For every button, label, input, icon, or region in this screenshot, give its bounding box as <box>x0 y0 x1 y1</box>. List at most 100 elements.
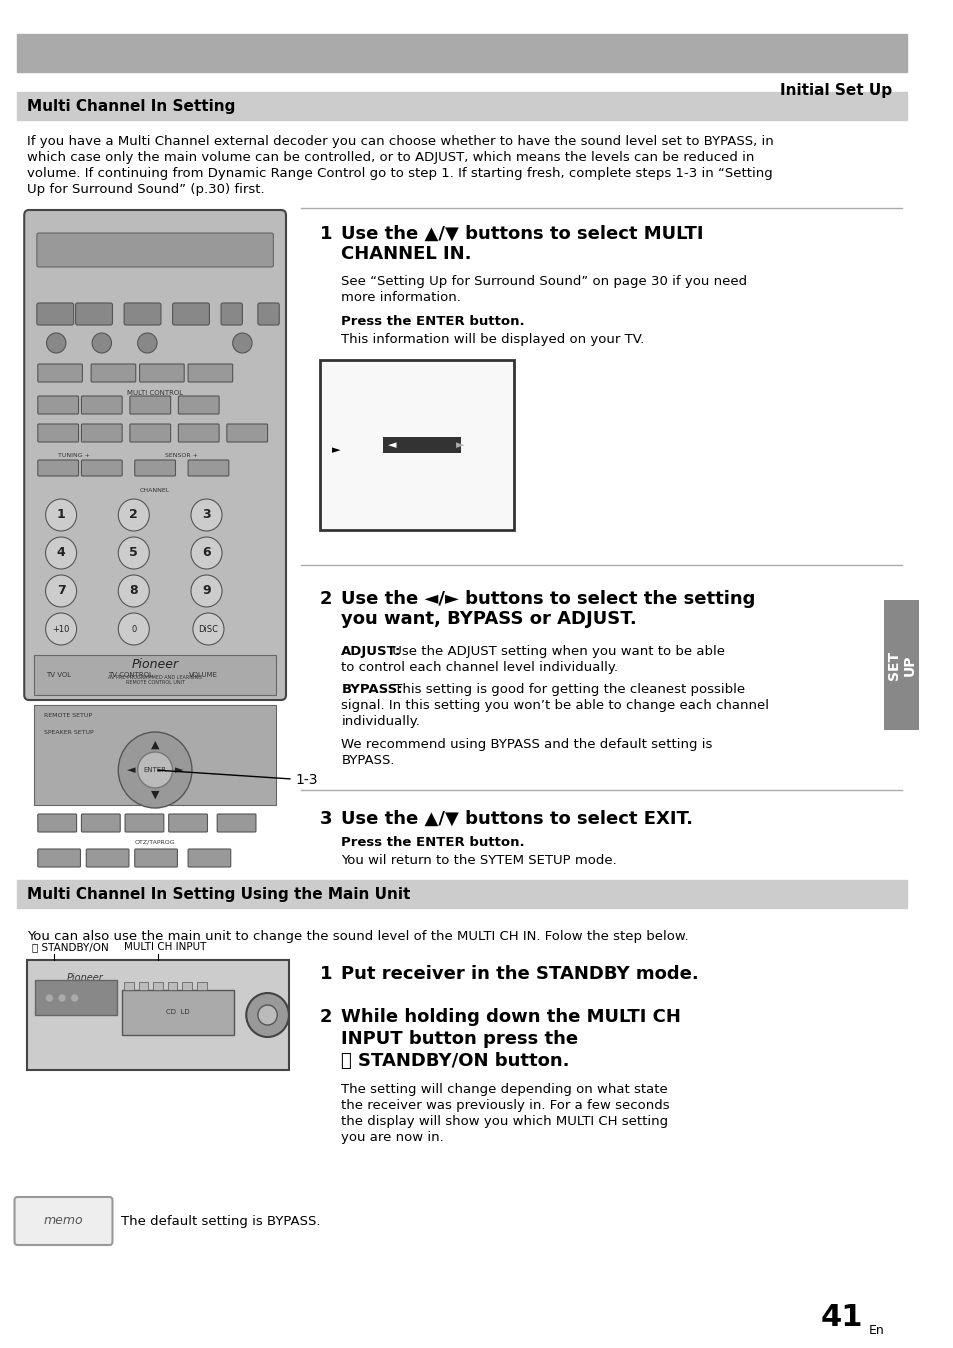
FancyBboxPatch shape <box>221 303 242 325</box>
Bar <box>17 880 906 909</box>
Bar <box>17 34 906 71</box>
Text: the display will show you which MULTI CH setting: the display will show you which MULTI CH… <box>341 1115 668 1128</box>
Bar <box>35 980 117 1015</box>
Text: Put receiver in the STANDBY mode.: Put receiver in the STANDBY mode. <box>341 965 699 983</box>
FancyBboxPatch shape <box>75 303 112 325</box>
Text: Multi Channel In Setting: Multi Channel In Setting <box>27 98 235 113</box>
Bar <box>883 600 918 731</box>
FancyBboxPatch shape <box>81 425 122 442</box>
Text: Pioneer: Pioneer <box>67 973 104 983</box>
Circle shape <box>46 576 76 607</box>
FancyBboxPatch shape <box>38 364 82 381</box>
FancyBboxPatch shape <box>125 814 164 832</box>
Text: 2: 2 <box>130 508 138 522</box>
Text: you want, BYPASS or ADJUST.: you want, BYPASS or ADJUST. <box>341 611 637 628</box>
Circle shape <box>137 752 172 789</box>
FancyBboxPatch shape <box>178 396 219 414</box>
Text: 6: 6 <box>202 546 211 559</box>
Bar <box>138 981 148 989</box>
Circle shape <box>193 613 224 644</box>
Text: TV VOL: TV VOL <box>46 673 71 678</box>
Bar <box>27 960 289 1070</box>
Text: ⓘ STANDBY/ON button.: ⓘ STANDBY/ON button. <box>341 1051 569 1070</box>
Text: Use the ADJUST setting when you want to be able: Use the ADJUST setting when you want to … <box>387 644 724 658</box>
Text: OTZ/TAPROG: OTZ/TAPROG <box>134 840 175 845</box>
Circle shape <box>46 537 76 569</box>
Text: Multi Channel In Setting Using the Main Unit: Multi Channel In Setting Using the Main … <box>27 887 410 902</box>
Circle shape <box>233 333 252 353</box>
Text: REMOTE SETUP: REMOTE SETUP <box>44 713 91 718</box>
Text: Press the ENTER button.: Press the ENTER button. <box>341 836 524 849</box>
Text: you are now in.: you are now in. <box>341 1131 443 1144</box>
Circle shape <box>257 1006 277 1024</box>
Text: 1: 1 <box>319 225 332 243</box>
Text: the receiver was previously in. For a few seconds: the receiver was previously in. For a fe… <box>341 1099 669 1112</box>
Text: Pioneer: Pioneer <box>132 659 178 671</box>
Text: VOLUME: VOLUME <box>189 673 218 678</box>
FancyBboxPatch shape <box>37 303 73 325</box>
Circle shape <box>191 537 222 569</box>
FancyBboxPatch shape <box>188 849 231 867</box>
Text: ▼: ▼ <box>151 790 159 799</box>
Text: individually.: individually. <box>341 714 419 728</box>
Text: BYPASS.: BYPASS. <box>341 754 395 767</box>
Text: Use the ▲/▼ buttons to select EXIT.: Use the ▲/▼ buttons to select EXIT. <box>341 810 693 828</box>
Text: SET
UP: SET UP <box>885 651 916 679</box>
Circle shape <box>246 993 289 1037</box>
Text: SPEAKER SETUP: SPEAKER SETUP <box>44 731 93 735</box>
Circle shape <box>47 995 52 1002</box>
Text: You wil return to the SYTEM SETUP mode.: You wil return to the SYTEM SETUP mode. <box>341 855 617 867</box>
Text: 1-3: 1-3 <box>158 770 318 787</box>
FancyBboxPatch shape <box>81 460 122 476</box>
Bar <box>319 360 514 530</box>
Text: 4: 4 <box>56 546 66 559</box>
Text: memo: memo <box>43 1215 83 1228</box>
FancyBboxPatch shape <box>38 849 80 867</box>
Text: TUNING +: TUNING + <box>58 453 90 458</box>
Text: En: En <box>867 1324 883 1336</box>
Bar <box>182 981 192 989</box>
Text: You can also use the main unit to change the sound level of the MULTI CH IN. Fol: You can also use the main unit to change… <box>27 930 688 944</box>
Text: volume. If continuing from Dynamic Range Control go to step 1. If starting fresh: volume. If continuing from Dynamic Range… <box>27 167 772 181</box>
Text: ◄: ◄ <box>127 766 135 775</box>
Text: ►: ► <box>332 445 339 456</box>
Text: 0: 0 <box>131 624 136 634</box>
Text: 1: 1 <box>319 965 332 983</box>
FancyBboxPatch shape <box>139 364 184 381</box>
Text: 3: 3 <box>319 810 332 828</box>
Text: ADJUST:: ADJUST: <box>341 644 401 658</box>
FancyBboxPatch shape <box>37 233 274 267</box>
Text: ►: ► <box>175 766 183 775</box>
FancyBboxPatch shape <box>130 396 171 414</box>
Text: 1: 1 <box>56 508 66 522</box>
Circle shape <box>71 995 77 1002</box>
Circle shape <box>191 499 222 531</box>
FancyBboxPatch shape <box>178 425 219 442</box>
Text: SENSOR +: SENSOR + <box>165 453 197 458</box>
Text: CHANNEL IN.: CHANNEL IN. <box>341 245 472 263</box>
Text: See “Setting Up for Surround Sound” on page 30 if you need: See “Setting Up for Surround Sound” on p… <box>341 275 746 288</box>
Text: more information.: more information. <box>341 291 460 305</box>
FancyBboxPatch shape <box>81 814 120 832</box>
FancyBboxPatch shape <box>38 460 78 476</box>
Text: We recommend using BYPASS and the default setting is: We recommend using BYPASS and the defaul… <box>341 737 712 751</box>
Text: signal. In this setting you won’t be able to change each channel: signal. In this setting you won’t be abl… <box>341 700 768 712</box>
Text: ⓘ STANDBY/ON: ⓘ STANDBY/ON <box>32 942 109 952</box>
Text: BYPASS:: BYPASS: <box>341 683 402 696</box>
Text: Press the ENTER button.: Press the ENTER button. <box>341 315 524 328</box>
Text: ◄: ◄ <box>387 439 395 450</box>
Text: to control each channel level individually.: to control each channel level individual… <box>341 661 618 674</box>
FancyBboxPatch shape <box>188 364 233 381</box>
Text: ►: ► <box>456 439 464 450</box>
Circle shape <box>137 333 157 353</box>
Text: INPUT button press the: INPUT button press the <box>341 1030 578 1047</box>
Text: Use the ▲/▼ buttons to select MULTI: Use the ▲/▼ buttons to select MULTI <box>341 225 703 243</box>
Text: AV PRE-PROGRAMMED AND LEARNING
REMOTE CONTROL UNIT: AV PRE-PROGRAMMED AND LEARNING REMOTE CO… <box>108 674 202 685</box>
Circle shape <box>46 499 76 531</box>
Bar <box>124 981 133 989</box>
Text: This setting is good for getting the cleanest possible: This setting is good for getting the cle… <box>390 683 744 696</box>
Circle shape <box>118 537 150 569</box>
FancyBboxPatch shape <box>217 814 255 832</box>
FancyBboxPatch shape <box>38 396 78 414</box>
Text: DiSC: DiSC <box>198 624 218 634</box>
